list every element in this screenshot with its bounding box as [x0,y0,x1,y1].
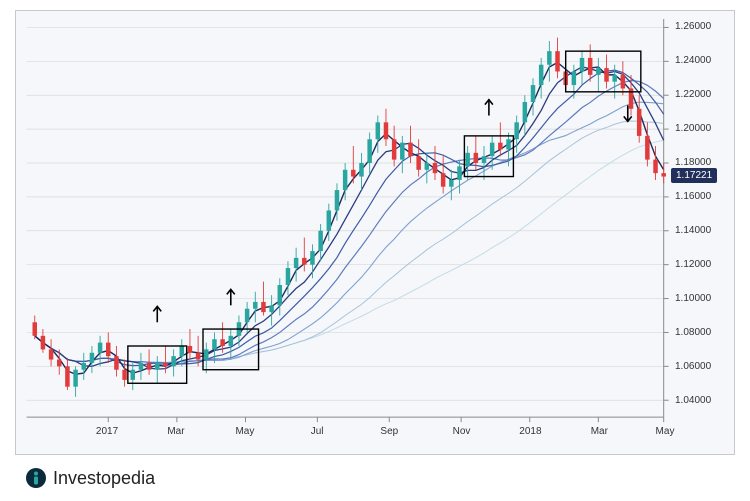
x-tick-label: May [656,426,675,437]
y-tick-label: 1.16000 [675,191,711,202]
y-tick-label: 1.18000 [675,157,711,168]
x-tick-label: Sep [380,426,398,437]
chart-area [15,10,735,455]
y-tick-label: 1.24000 [675,55,711,66]
chart-container: 1.04000 1.06000 1.08000 1.10000 1.12000 1.140… [0,0,750,501]
y-tick-label: 1.04000 [675,395,711,406]
y-tick-label: 1.12000 [675,259,711,270]
x-tick-label: May [235,426,254,437]
x-tick-label: Jul [311,426,324,437]
x-tick-label: Nov [453,426,471,437]
x-tick-label: Mar [591,426,608,437]
y-tick-label: 1.14000 [675,225,711,236]
y-tick-label: 1.06000 [675,361,711,372]
y-tick-label: 1.22000 [675,89,711,100]
price-flag: 1.17221 [671,168,717,183]
logo: Investopedia [25,467,155,489]
y-tick-label: 1.26000 [675,21,711,32]
logo-text: Investopedia [53,468,155,489]
logo-icon [25,467,47,489]
x-tick-label: Mar [167,426,184,437]
x-tick-label: 2018 [519,426,541,437]
y-tick-label: 1.08000 [675,327,711,338]
chart-svg [16,11,734,454]
y-tick-label: 1.20000 [675,123,711,134]
x-tick-label: 2017 [96,426,118,437]
y-tick-label: 1.10000 [675,293,711,304]
